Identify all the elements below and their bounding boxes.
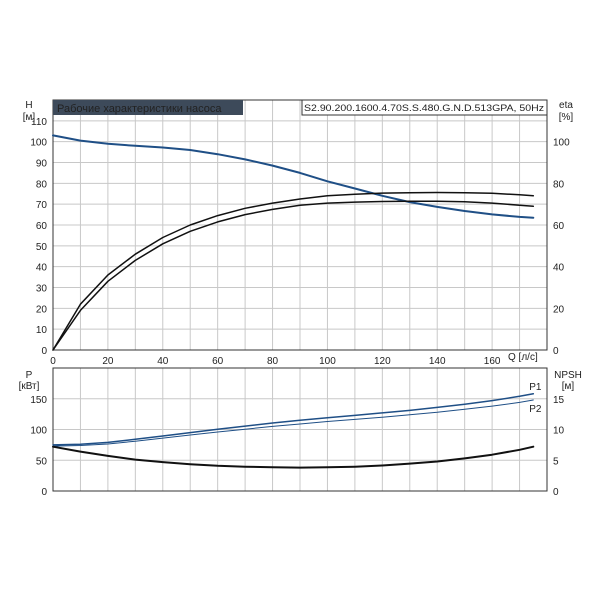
upper-left-tick-label: 80 — [36, 179, 48, 190]
p1-curve-line — [52, 393, 535, 446]
lower-right-tick-label: 10 — [553, 426, 565, 437]
x-tick-label: 20 — [102, 356, 114, 367]
lower-left-tick-label: 100 — [30, 426, 47, 437]
eta-curve-line-2 — [52, 200, 535, 351]
x-tick-label: 100 — [319, 356, 336, 367]
p-axis-unit: [кВт] — [19, 381, 40, 392]
upper-left-tick-label: 90 — [36, 159, 48, 170]
upper-right-tick-label: 100 — [553, 138, 570, 149]
upper-right-tick-label: 60 — [553, 221, 565, 232]
lower-plot-border — [52, 367, 548, 492]
lower-left-tick-label: 150 — [30, 395, 47, 406]
upper-plot-border — [52, 99, 548, 351]
upper-right-tick-label: 40 — [553, 263, 565, 274]
upper-right-tick-label: 80 — [553, 179, 565, 190]
lower-left-tick-label: 50 — [36, 456, 48, 467]
x-tick-label: 140 — [429, 356, 446, 367]
upper-left-tick-label: 0 — [41, 346, 47, 357]
x-tick-label: 40 — [157, 356, 169, 367]
p1-series-label: P1 — [529, 382, 542, 393]
lower-right-tick-label: 5 — [553, 456, 559, 467]
x-tick-label: 60 — [212, 356, 224, 367]
upper-left-tick-label: 50 — [36, 242, 48, 253]
upper-right-tick-label: 0 — [553, 346, 559, 357]
upper-right-tick-label: 20 — [553, 304, 565, 315]
model-box — [301, 99, 548, 116]
upper-left-tick-label: 100 — [30, 138, 47, 149]
lower-right-tick-label: 0 — [553, 487, 559, 498]
lower-right-tick-label: 15 — [553, 395, 565, 406]
upper-left-tick-label: 110 — [31, 117, 47, 128]
x-tick-label: 0 — [50, 356, 56, 367]
x-tick-label: 80 — [267, 356, 279, 367]
eta-axis-unit: [%] — [559, 112, 574, 123]
upper-left-tick-label: 70 — [36, 200, 48, 211]
title-box — [53, 100, 243, 115]
x-tick-label: 120 — [374, 356, 391, 367]
upper-left-tick-label: 30 — [36, 284, 48, 295]
upper-left-tick-label: 40 — [36, 263, 48, 274]
eta-axis-label: eta — [559, 100, 573, 111]
upper-left-tick-label: 20 — [36, 304, 48, 315]
h-curve-line — [52, 134, 535, 219]
p-axis-label: P — [26, 370, 33, 381]
npsh-axis-label: NPSH — [554, 370, 582, 381]
q-axis-label: Q [л/с] — [508, 352, 538, 363]
p2-series-label: P2 — [529, 404, 542, 415]
npsh-curve-line — [52, 445, 535, 469]
upper-left-tick-label: 60 — [36, 221, 48, 232]
upper-left-tick-label: 10 — [36, 325, 48, 336]
chart-title: Рабочие характеристики насоса — [57, 103, 222, 115]
lower-left-tick-label: 0 — [41, 487, 47, 498]
model-label: S2.90.200.1600.4.70S.S.480.G.N.D.513GPA,… — [304, 103, 545, 113]
eta-curve-line-1 — [52, 191, 535, 351]
x-tick-label: 160 — [484, 356, 501, 367]
p2-curve-line — [52, 399, 534, 447]
h-axis-label: H — [25, 100, 32, 111]
h-axis-unit: [м] — [23, 112, 36, 123]
npsh-axis-unit: [м] — [562, 381, 575, 392]
